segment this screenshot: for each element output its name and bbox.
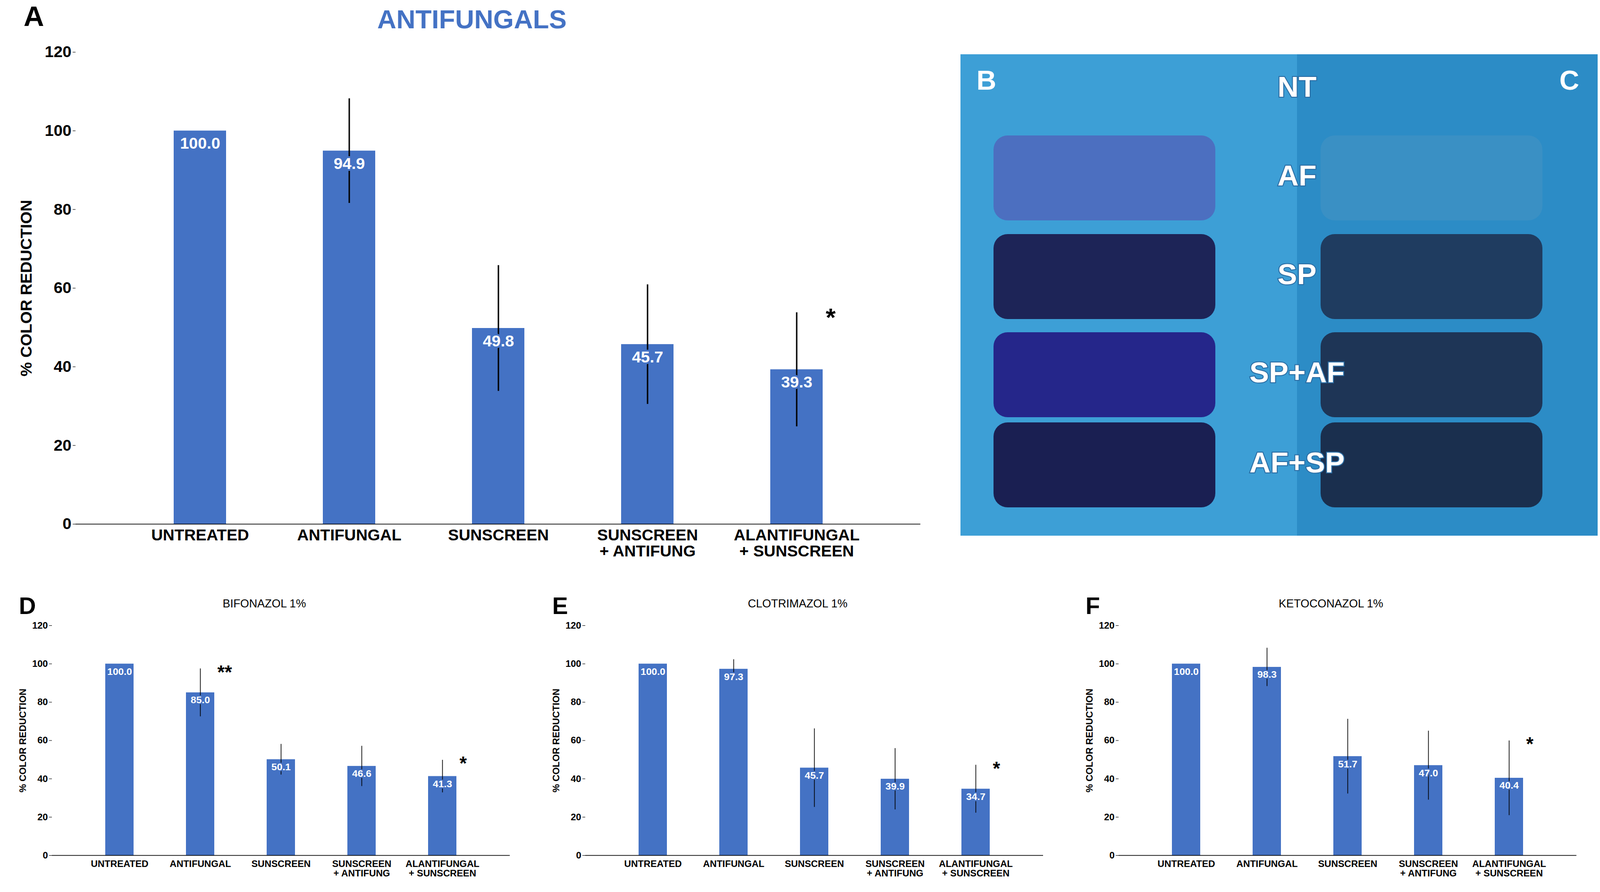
svg-text:NT: NT xyxy=(1277,70,1317,103)
svg-text:20: 20 xyxy=(570,811,582,823)
svg-text:100.0: 100.0 xyxy=(179,134,220,152)
svg-text:UNTREATED: UNTREATED xyxy=(151,525,249,544)
svg-text:SUNSCREEN: SUNSCREEN xyxy=(447,525,549,544)
svg-text:120: 120 xyxy=(44,42,72,61)
svg-text:98.3: 98.3 xyxy=(1257,668,1277,680)
svg-text:80: 80 xyxy=(37,696,48,708)
svg-text:0: 0 xyxy=(62,514,72,533)
svg-text:50.1: 50.1 xyxy=(271,761,291,773)
svg-text:85.0: 85.0 xyxy=(190,694,211,706)
svg-text:100: 100 xyxy=(1098,658,1115,669)
svg-text:ALANTIFUNGAL+ SUNSCREEN: ALANTIFUNGAL+ SUNSCREEN xyxy=(405,858,480,879)
svg-text:40: 40 xyxy=(570,773,582,784)
svg-text:20: 20 xyxy=(1103,811,1115,823)
svg-text:SUNSCREEN+ ANTIFUNG: SUNSCREEN+ ANTIFUNG xyxy=(332,858,392,879)
svg-text:97.3: 97.3 xyxy=(724,671,744,683)
svg-text:SUNSCREEN: SUNSCREEN xyxy=(784,858,845,869)
html-text:E: E xyxy=(552,592,568,620)
svg-text:120: 120 xyxy=(32,620,48,631)
svg-text:0: 0 xyxy=(42,850,48,861)
svg-text:51.7: 51.7 xyxy=(1338,758,1358,770)
html-text:ANTIFUNGALS: ANTIFUNGALS xyxy=(377,4,567,34)
svg-text:ALANTIFUNGAL+ SUNSCREEN: ALANTIFUNGAL+ SUNSCREEN xyxy=(938,858,1013,879)
svg-text:UNTREATED: UNTREATED xyxy=(1157,858,1216,869)
html-text:KETOCONAZOL 1%: KETOCONAZOL 1% xyxy=(1278,597,1384,610)
svg-text:80: 80 xyxy=(53,200,72,219)
svg-text:SUNSCREEN: SUNSCREEN xyxy=(251,858,312,869)
svg-text:60: 60 xyxy=(53,278,72,297)
svg-text:ANTIFUNGAL: ANTIFUNGAL xyxy=(1236,858,1298,869)
svg-text:40: 40 xyxy=(1103,773,1115,784)
svg-text:60: 60 xyxy=(570,734,582,746)
svg-text:ANTIFUNGAL: ANTIFUNGAL xyxy=(703,858,765,869)
svg-text:C: C xyxy=(1559,64,1580,96)
svg-text:39.3: 39.3 xyxy=(781,372,813,391)
svg-text:94.9: 94.9 xyxy=(333,154,365,173)
svg-text:100.0: 100.0 xyxy=(1173,665,1199,677)
svg-text:34.7: 34.7 xyxy=(966,791,986,802)
svg-text:*: * xyxy=(1526,733,1534,755)
svg-text:60: 60 xyxy=(1103,734,1115,746)
svg-text:ALANTIFUNGAL+ SUNSCREEN: ALANTIFUNGAL+ SUNSCREEN xyxy=(1472,858,1547,879)
svg-text:40: 40 xyxy=(53,357,72,376)
svg-text:120: 120 xyxy=(1098,620,1115,631)
svg-text:100: 100 xyxy=(565,658,582,669)
svg-text:39.9: 39.9 xyxy=(885,780,905,792)
svg-text:SUNSCREEN+ ANTIFUNG: SUNSCREEN+ ANTIFUNG xyxy=(865,858,926,879)
svg-text:*: * xyxy=(993,757,1001,779)
svg-text:% COLOR REDUCTION: % COLOR REDUCTION xyxy=(1084,688,1095,793)
svg-text:SUNSCREEN: SUNSCREEN xyxy=(1318,858,1378,869)
svg-text:0: 0 xyxy=(1109,850,1115,861)
svg-text:60: 60 xyxy=(37,734,48,746)
svg-text:80: 80 xyxy=(570,696,582,708)
svg-text:100: 100 xyxy=(32,658,48,669)
svg-text:SP: SP xyxy=(1277,257,1317,291)
html-text:BIFONAZOL 1%: BIFONAZOL 1% xyxy=(222,597,306,610)
svg-text:40: 40 xyxy=(37,773,48,784)
svg-text:45.7: 45.7 xyxy=(804,769,825,781)
svg-text:ALANTIFUNGAL+ SUNSCREEN: ALANTIFUNGAL+ SUNSCREEN xyxy=(733,525,860,560)
html-text:A: A xyxy=(23,0,45,33)
svg-text:0: 0 xyxy=(575,850,582,861)
svg-text:SP+AF: SP+AF xyxy=(1249,355,1345,389)
svg-text:ANTIFUNGAL: ANTIFUNGAL xyxy=(297,525,402,544)
svg-text:**: ** xyxy=(217,661,233,683)
svg-text:120: 120 xyxy=(565,620,582,631)
svg-text:% COLOR REDUCTION: % COLOR REDUCTION xyxy=(16,200,35,377)
svg-text:47.0: 47.0 xyxy=(1418,767,1439,779)
svg-text:UNTREATED: UNTREATED xyxy=(91,858,149,869)
svg-text:SUNSCREEN+ ANTIFUNG: SUNSCREEN+ ANTIFUNG xyxy=(1398,858,1459,879)
svg-text:80: 80 xyxy=(1103,696,1115,708)
svg-text:SUNSCREEN+ ANTIFUNG: SUNSCREEN+ ANTIFUNG xyxy=(597,525,698,560)
svg-text:46.6: 46.6 xyxy=(352,767,372,779)
svg-text:*: * xyxy=(459,752,468,774)
svg-text:% COLOR REDUCTION: % COLOR REDUCTION xyxy=(17,688,28,793)
svg-text:20: 20 xyxy=(53,436,72,455)
svg-text:AF+SP: AF+SP xyxy=(1249,446,1345,479)
svg-text:45.7: 45.7 xyxy=(631,347,664,366)
svg-text:41.3: 41.3 xyxy=(432,778,453,790)
svg-text:ANTIFUNGAL: ANTIFUNGAL xyxy=(169,858,232,869)
svg-text:B: B xyxy=(976,64,997,96)
html-text:D: D xyxy=(18,592,36,620)
svg-text:AF: AF xyxy=(1277,159,1317,192)
html-text:F: F xyxy=(1085,592,1100,620)
svg-text:49.8: 49.8 xyxy=(482,331,514,350)
html-text:CLOTRIMAZOL 1%: CLOTRIMAZOL 1% xyxy=(747,597,848,610)
svg-text:100.0: 100.0 xyxy=(640,665,666,677)
svg-text:% COLOR REDUCTION: % COLOR REDUCTION xyxy=(550,688,562,793)
svg-text:40.4: 40.4 xyxy=(1499,779,1519,791)
svg-text:100: 100 xyxy=(44,121,72,140)
svg-text:100.0: 100.0 xyxy=(107,665,133,677)
svg-text:*: * xyxy=(825,303,836,332)
svg-text:20: 20 xyxy=(37,811,48,823)
svg-text:UNTREATED: UNTREATED xyxy=(624,858,683,869)
